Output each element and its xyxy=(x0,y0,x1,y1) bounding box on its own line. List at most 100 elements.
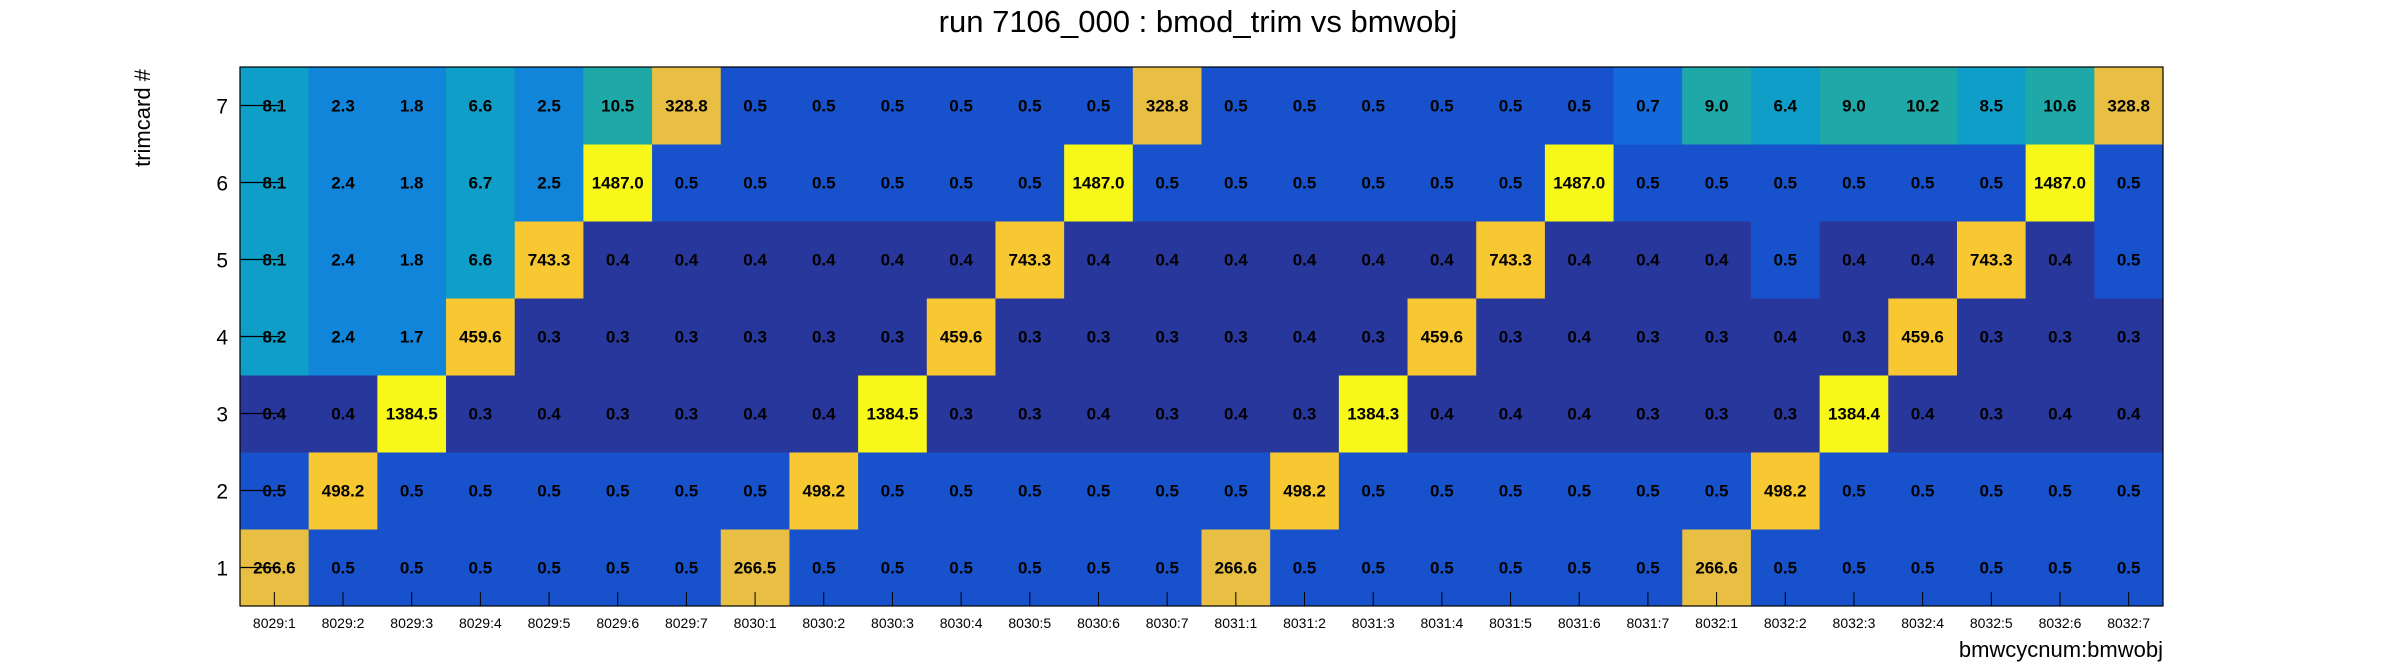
cell-value-label: 0.5 xyxy=(1293,174,1317,193)
heatmap-cell xyxy=(2025,375,2095,453)
cell-value-label: 0.3 xyxy=(812,328,836,347)
heatmap-cell xyxy=(514,221,584,299)
cell-value-label: 0.3 xyxy=(1705,405,1729,424)
heatmap-cell xyxy=(1407,144,1477,222)
heatmap-cell xyxy=(446,144,516,222)
cell-value-label: 0.5 xyxy=(2048,559,2072,578)
x-tick-label: 8032:4 xyxy=(1901,615,1944,631)
cell-value-labels: 266.6 0.5 0.5 0.5 0.5 0.5 0.5 266.5 0.5 0.5 0.5 0.5… xyxy=(253,97,2150,578)
heatmap-cell xyxy=(1888,375,1958,453)
cell-value-label: 0.5 xyxy=(1636,559,1660,578)
cell-value-label: 0.5 xyxy=(1155,174,1179,193)
heatmap-cell xyxy=(789,144,859,222)
cell-value-label: 0.3 xyxy=(1293,405,1317,424)
heatmap-cell xyxy=(1270,375,1340,453)
cell-value-label: 2.4 xyxy=(331,174,355,193)
heatmap-cell xyxy=(1064,452,1134,530)
cell-value-label: 743.3 xyxy=(1489,251,1532,270)
cell-value-label: 0.5 xyxy=(1773,251,1797,270)
cell-value-label: 0.5 xyxy=(1842,559,1866,578)
cell-value-label: 0.5 xyxy=(1361,482,1385,501)
heatmap-cell xyxy=(1750,67,1821,145)
x-tick-label: 8029:6 xyxy=(596,615,639,631)
x-tick-label: 8032:1 xyxy=(1695,615,1738,631)
heatmap-cell xyxy=(1682,221,1752,299)
heatmap-cell xyxy=(1888,67,1958,145)
cell-value-label: 0.5 xyxy=(1361,559,1385,578)
heatmap-cell xyxy=(1682,298,1752,376)
x-tick-label: 8032:3 xyxy=(1833,615,1876,631)
x-axis-ticks: 8029:1 8029:2 8029:3 8029:4 8029:5 8029:6 8029… xyxy=(253,592,2150,631)
heatmap-cell xyxy=(1750,298,1821,376)
heatmap-cell xyxy=(1544,375,1615,453)
cell-value-label: 10.6 xyxy=(2043,97,2076,116)
heatmap-cell xyxy=(308,67,378,145)
heatmap-cell xyxy=(1201,452,1271,530)
x-tick-label: 8032:5 xyxy=(1970,615,2013,631)
cell-value-label: 0.5 xyxy=(1979,482,2003,501)
cell-value-label: 0.5 xyxy=(1773,174,1797,193)
heatmap-cell xyxy=(926,144,996,222)
heatmap-cell xyxy=(583,221,653,299)
cell-value-label: 0.4 xyxy=(2048,251,2072,270)
cell-value-label: 0.5 xyxy=(2117,174,2141,193)
x-tick-label: 8029:3 xyxy=(390,615,433,631)
heatmap-cell xyxy=(308,375,378,453)
cell-value-label: 0.5 xyxy=(949,97,973,116)
heatmap-cell xyxy=(858,298,928,376)
x-tick-label: 8031:3 xyxy=(1352,615,1395,631)
heatmap-cell xyxy=(583,144,653,222)
x-axis-label: bmwcycnum:bmwobj xyxy=(1959,637,2163,662)
cell-value-label: 0.5 xyxy=(1911,482,1935,501)
cell-value-label: 0.5 xyxy=(1430,482,1454,501)
cell-value-label: 0.5 xyxy=(1567,97,1591,116)
cell-value-label: 1487.0 xyxy=(1553,174,1605,193)
cell-value-label: 0.5 xyxy=(1018,482,1042,501)
heatmap-cell xyxy=(652,144,722,222)
heatmap-cell xyxy=(1544,452,1615,530)
heatmap-cell xyxy=(1956,144,2027,222)
cell-value-label: 2.3 xyxy=(331,97,355,116)
heatmap-cell xyxy=(1956,452,2027,530)
cell-value-label: 0.4 xyxy=(1155,251,1179,270)
cell-value-label: 0.5 xyxy=(1842,482,1866,501)
cell-value-label: 0.5 xyxy=(1705,174,1729,193)
cell-value-label: 0.5 xyxy=(743,482,767,501)
cell-value-label: 1487.0 xyxy=(1072,174,1124,193)
cell-value-label: 0.4 xyxy=(1361,251,1385,270)
cell-value-label: 0.5 xyxy=(1773,559,1797,578)
heatmap-cell xyxy=(1750,144,1821,222)
y-tick-label: 2 xyxy=(216,481,228,504)
heatmap-cell xyxy=(1613,67,1683,145)
cell-value-label: 0.4 xyxy=(1842,251,1866,270)
heatmap-cell xyxy=(1956,375,2027,453)
cell-value-label: 0.5 xyxy=(2117,482,2141,501)
cell-value-label: 0.3 xyxy=(1636,405,1660,424)
cell-value-label: 0.5 xyxy=(1018,559,1042,578)
x-tick-label: 8030:1 xyxy=(734,615,777,631)
heatmap-cell xyxy=(1750,452,1821,530)
heatmap-cell xyxy=(1064,67,1134,145)
heatmap-cell xyxy=(652,221,722,299)
heatmap-cell xyxy=(1956,298,2027,376)
heatmap-cell xyxy=(446,298,516,376)
cell-value-label: 743.3 xyxy=(1970,251,2013,270)
cell-value-label: 1384.5 xyxy=(386,405,438,424)
y-axis-label: trimcard # xyxy=(130,68,155,167)
cell-value-label: 0.5 xyxy=(1842,174,1866,193)
cell-value-label: 0.5 xyxy=(1705,482,1729,501)
cell-value-label: 0.4 xyxy=(743,251,767,270)
cell-value-label: 0.3 xyxy=(1773,405,1797,424)
cell-value-label: 6.6 xyxy=(469,97,493,116)
heatmap-cell xyxy=(926,67,996,145)
cell-value-label: 0.3 xyxy=(1155,405,1179,424)
cell-value-label: 0.5 xyxy=(606,559,630,578)
cell-value-label: 0.5 xyxy=(1636,482,1660,501)
cell-value-label: 1.8 xyxy=(400,174,424,193)
heatmap-cell xyxy=(789,452,859,530)
cell-value-label: 0.5 xyxy=(1499,482,1523,501)
heatmap-cell xyxy=(720,144,790,222)
cell-value-label: 0.5 xyxy=(400,482,424,501)
cell-value-label: 9.0 xyxy=(1705,97,1729,116)
heatmap-cell xyxy=(789,375,859,453)
